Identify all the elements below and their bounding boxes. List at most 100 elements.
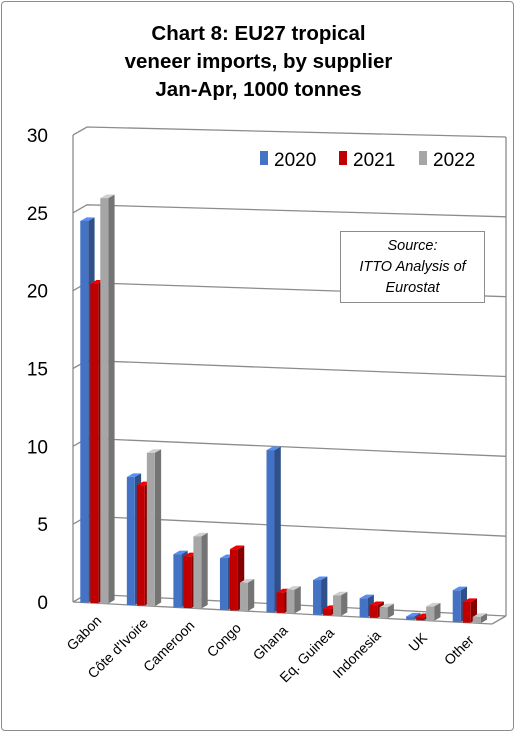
y-tick-label: 25 — [27, 204, 48, 225]
chart-title: Chart 8: EU27 tropical veneer imports, b… — [2, 20, 513, 104]
source-annotation: Source: ITTO Analysis of Eurostat — [340, 231, 485, 303]
gridline — [72, 126, 507, 138]
legend: 2020 2021 2022 — [260, 150, 475, 171]
bar-front — [369, 605, 378, 618]
bar-top — [193, 532, 208, 537]
bar-front — [286, 589, 295, 614]
bar — [426, 602, 441, 621]
bar-side — [414, 612, 421, 620]
bar — [333, 591, 348, 616]
bar-top — [379, 603, 394, 608]
bar-side — [201, 532, 208, 609]
bar-side — [274, 446, 281, 613]
bar-top — [452, 586, 468, 591]
bar-front — [219, 558, 228, 610]
y-tick-label: 10 — [27, 437, 48, 458]
bar-side — [434, 602, 441, 621]
bar-front — [323, 609, 332, 616]
category-label: Indonesia — [329, 627, 383, 681]
category-label: Ghana — [250, 622, 291, 663]
bar-top — [406, 612, 421, 617]
bar-side — [247, 579, 255, 611]
bar-side — [321, 576, 328, 615]
legend-swatch — [339, 151, 347, 165]
bar-side — [480, 613, 488, 624]
category-label: Gabon — [63, 612, 104, 653]
bar — [239, 579, 255, 611]
bar-top — [173, 550, 188, 555]
bar-front — [100, 198, 109, 604]
legend-item: 2021 — [339, 150, 395, 171]
y-tick-label: 20 — [27, 282, 48, 303]
bar-front — [173, 554, 182, 608]
bar — [379, 603, 394, 619]
bar-side — [341, 591, 348, 616]
source-line-3: Eurostat — [385, 280, 440, 296]
bar-front — [416, 617, 425, 621]
bar-front — [452, 590, 461, 623]
source-line-2: ITTO Analysis of — [359, 259, 466, 275]
bar-front — [406, 616, 415, 620]
bar-front — [136, 485, 145, 606]
bar-front — [276, 592, 285, 613]
bar-side — [387, 603, 394, 619]
bar-top — [126, 473, 142, 477]
bar-front — [462, 601, 471, 623]
bar-front — [193, 536, 202, 609]
bar — [472, 613, 488, 624]
bar — [406, 612, 421, 620]
legend-swatch — [419, 151, 427, 165]
source-line-1: Source: — [387, 238, 438, 254]
bar-front — [126, 476, 135, 606]
category-label: Other — [441, 632, 477, 668]
y-tick-label: 5 — [37, 515, 48, 536]
bar-front — [80, 220, 89, 603]
bar-top — [146, 449, 162, 453]
bar — [193, 532, 208, 609]
bar-top — [359, 594, 374, 599]
bar-front — [266, 450, 275, 613]
bar-top — [80, 217, 95, 221]
bar — [146, 449, 162, 607]
chart-title-line-3: Jan-Apr, 1000 tonnes — [155, 78, 362, 101]
bar-top — [462, 598, 478, 602]
legend-swatch — [260, 151, 268, 165]
bar-top — [100, 194, 115, 199]
bar-front — [229, 549, 238, 611]
legend-label: 2020 — [274, 150, 316, 171]
bar-front — [239, 582, 248, 611]
bar — [100, 194, 115, 604]
legend-label: 2021 — [353, 150, 395, 171]
legend-label: 2022 — [433, 150, 475, 171]
x-axis-line — [72, 601, 493, 625]
bar-top — [286, 586, 301, 590]
bar-side — [294, 586, 301, 614]
bar-front — [359, 598, 368, 618]
bar-front — [333, 595, 342, 616]
bar — [313, 576, 328, 615]
bar-top — [239, 579, 255, 583]
bar — [266, 446, 281, 613]
bar-top — [266, 446, 281, 451]
bar-top — [333, 591, 348, 596]
bar-side — [154, 449, 162, 607]
bar — [286, 586, 301, 614]
bar-front — [90, 283, 99, 604]
bar-top — [229, 545, 245, 550]
legend-item: 2020 — [260, 150, 316, 171]
bar-side — [108, 194, 115, 604]
gridline — [72, 437, 507, 457]
chart-title-line-2: veneer imports, by supplier — [124, 50, 393, 73]
y-tick-label: 0 — [37, 593, 48, 614]
bars — [80, 194, 488, 624]
bar-front — [379, 607, 388, 619]
bar-top — [426, 602, 441, 607]
y-tick-labels: 0 5 10 15 20 25 30 — [27, 126, 48, 614]
bar-front — [426, 606, 435, 621]
floor-edge — [491, 615, 507, 625]
y-tick-label: 15 — [27, 360, 48, 381]
bar-top — [313, 576, 328, 581]
